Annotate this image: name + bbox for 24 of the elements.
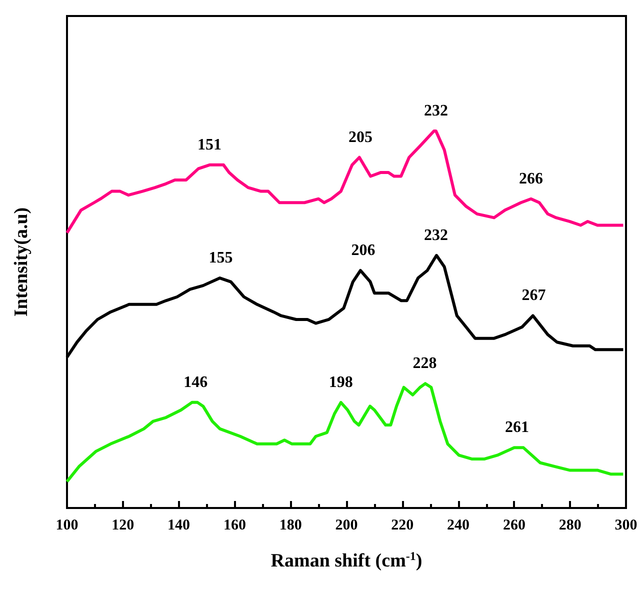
x-tick-label: 100 xyxy=(56,518,78,534)
x-tick-label: 200 xyxy=(335,518,358,534)
annotation: 205 xyxy=(348,128,372,146)
x-tick-label: 240 xyxy=(447,518,470,534)
x-tick-label: 300 xyxy=(614,518,638,534)
annotation: 261 xyxy=(504,419,529,436)
x-tick-label: 260 xyxy=(502,518,526,534)
annotation: 151 xyxy=(198,136,222,154)
x-tick-label: 220 xyxy=(391,518,414,534)
annotation: 206 xyxy=(351,242,376,259)
x-tick-label: 140 xyxy=(168,518,190,534)
y-axis-title: Intensity(a.u) xyxy=(11,207,32,317)
annotation: 198 xyxy=(328,374,353,391)
x-tick-label: 120 xyxy=(112,518,134,534)
annotation: 267 xyxy=(522,287,546,304)
annotation: 228 xyxy=(412,355,437,372)
annotation: 266 xyxy=(518,170,543,188)
x-tick-label: 160 xyxy=(223,518,246,534)
annotation: 232 xyxy=(424,226,448,244)
x-tick-label: 180 xyxy=(279,518,302,534)
annotation: 155 xyxy=(208,250,233,267)
annotation: 146 xyxy=(184,374,208,391)
annotation: 232 xyxy=(424,102,448,120)
x-tick-label: 280 xyxy=(558,518,582,534)
